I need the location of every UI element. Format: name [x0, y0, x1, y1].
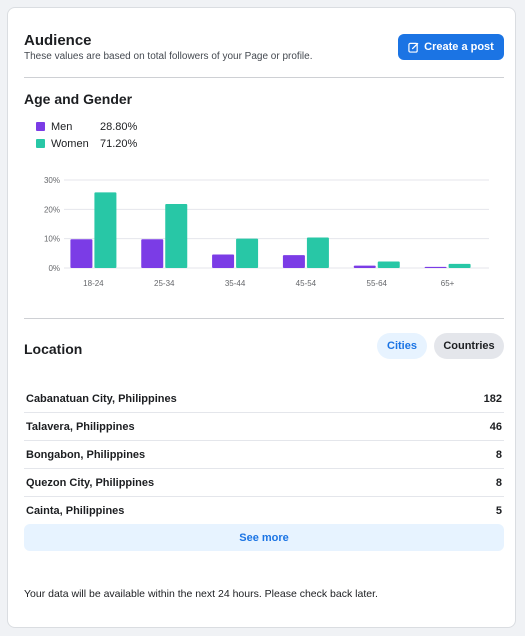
x-tick-label: 65+ — [441, 279, 455, 288]
location-row: Bongabon, Philippines 8 — [24, 441, 504, 469]
x-tick-label: 25-34 — [154, 279, 175, 288]
data-availability-note: Your data will be available within the n… — [24, 588, 378, 600]
location-row: Talavera, Philippines 46 — [24, 413, 504, 441]
bar-men-45-54 — [282, 255, 305, 268]
audience-subtitle: These values are based on total follower… — [24, 51, 313, 62]
age-gender-title: Age and Gender — [24, 91, 133, 107]
cities-tab[interactable]: Cities — [377, 333, 427, 359]
chart-legend: Men 28.80% Women 71.20% — [36, 118, 137, 152]
location-count: 5 — [495, 505, 502, 517]
edit-icon — [408, 42, 419, 53]
x-tick-label: 35-44 — [225, 279, 246, 288]
header-divider — [24, 77, 504, 78]
location-count: 46 — [489, 420, 502, 433]
location-name: Cainta, Philippines — [26, 505, 125, 517]
bar-men-35-44 — [212, 254, 235, 268]
location-title: Location — [24, 341, 83, 357]
location-name: Cabanatuan City, Philippines — [26, 392, 177, 405]
legend-label-women: Women — [51, 137, 89, 150]
section-divider — [24, 318, 504, 319]
x-tick-label: 55-64 — [367, 279, 388, 288]
legend-item-men: Men 28.80% — [36, 118, 137, 135]
location-name: Talavera, Philippines — [26, 420, 135, 433]
bar-women-45-54 — [306, 237, 329, 268]
location-list: Cabanatuan City, Philippines 182 Talaver… — [24, 385, 504, 525]
audience-title: Audience — [24, 32, 92, 49]
legend-label-men: Men — [51, 120, 73, 133]
legend-swatch-women — [36, 139, 45, 148]
create-post-label: Create a post — [424, 41, 494, 53]
y-tick-label: 10% — [44, 235, 60, 244]
location-row: Cainta, Philippines 5 — [24, 497, 504, 525]
countries-tab[interactable]: Countries — [434, 333, 504, 359]
bar-men-65+ — [424, 266, 447, 268]
location-row: Cabanatuan City, Philippines 182 — [24, 385, 504, 413]
y-tick-label: 30% — [44, 176, 60, 185]
create-post-button[interactable]: Create a post — [398, 34, 504, 60]
see-more-button[interactable]: See more — [24, 524, 504, 551]
location-name: Bongabon, Philippines — [26, 448, 146, 461]
x-tick-label: 18-24 — [83, 279, 104, 288]
location-count: 182 — [483, 392, 502, 405]
legend-swatch-men — [36, 122, 45, 131]
legend-value-women: 71.20% — [100, 137, 138, 150]
legend-item-women: Women 71.20% — [36, 135, 137, 152]
location-count: 8 — [495, 448, 502, 461]
bar-women-25-34 — [165, 204, 188, 268]
bar-women-35-44 — [236, 238, 259, 268]
location-count: 8 — [495, 476, 502, 489]
y-tick-label: 20% — [44, 205, 60, 214]
age-gender-chart: 0% 10% 20% 30% 18-24 25-34 35-44 45-54 55-64 65+ — [44, 176, 489, 288]
audience-card: Audience These values are based on total… — [7, 7, 516, 628]
location-row: Quezon City, Philippines 8 — [24, 469, 504, 497]
bar-men-18-24 — [70, 239, 93, 268]
location-name: Quezon City, Philippines — [26, 476, 155, 489]
bar-women-65+ — [448, 263, 471, 268]
bar-women-55-64 — [377, 261, 400, 268]
legend-value-men: 28.80% — [100, 120, 138, 133]
x-tick-label: 45-54 — [296, 279, 317, 288]
y-tick-label: 0% — [48, 264, 60, 273]
bar-men-25-34 — [141, 239, 164, 268]
bar-women-18-24 — [94, 192, 117, 268]
bar-men-55-64 — [353, 265, 376, 268]
